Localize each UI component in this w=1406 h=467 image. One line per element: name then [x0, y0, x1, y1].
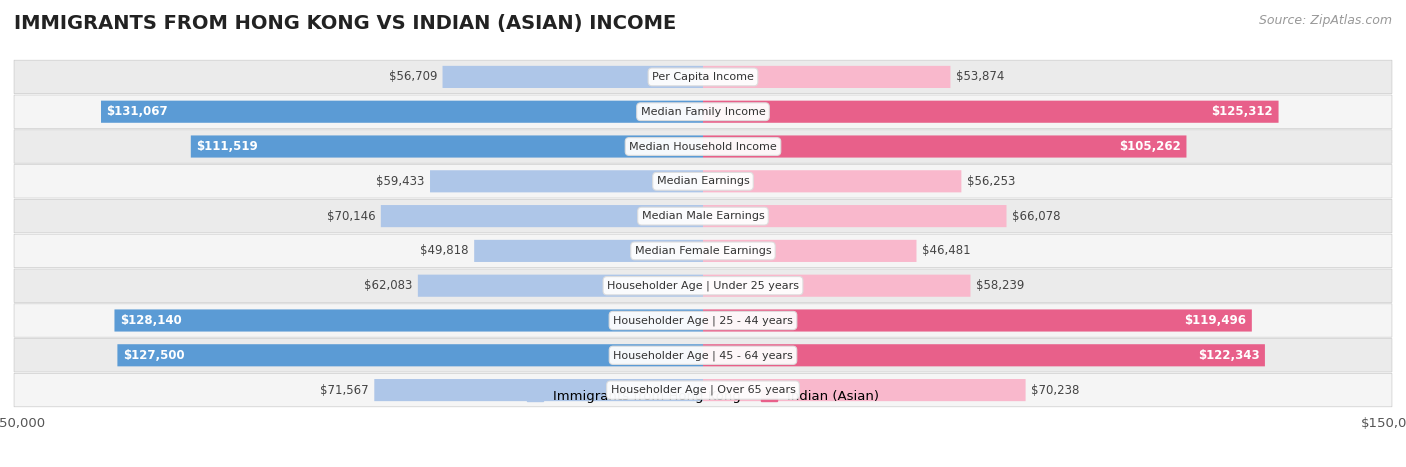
Text: Householder Age | 25 - 44 years: Householder Age | 25 - 44 years: [613, 315, 793, 326]
FancyBboxPatch shape: [703, 344, 1265, 366]
Text: Median Household Income: Median Household Income: [628, 142, 778, 151]
Text: $111,519: $111,519: [197, 140, 259, 153]
FancyBboxPatch shape: [703, 170, 962, 192]
FancyBboxPatch shape: [443, 66, 703, 88]
FancyBboxPatch shape: [374, 379, 703, 401]
FancyBboxPatch shape: [703, 310, 1251, 332]
FancyBboxPatch shape: [14, 234, 1392, 268]
FancyBboxPatch shape: [703, 135, 1187, 157]
FancyBboxPatch shape: [14, 95, 1392, 128]
Text: IMMIGRANTS FROM HONG KONG VS INDIAN (ASIAN) INCOME: IMMIGRANTS FROM HONG KONG VS INDIAN (ASI…: [14, 14, 676, 33]
FancyBboxPatch shape: [14, 60, 1392, 93]
FancyBboxPatch shape: [14, 130, 1392, 163]
Text: $122,343: $122,343: [1198, 349, 1260, 362]
Legend: Immigrants from Hong Kong, Indian (Asian): Immigrants from Hong Kong, Indian (Asian…: [522, 384, 884, 408]
FancyBboxPatch shape: [14, 199, 1392, 233]
Text: Per Capita Income: Per Capita Income: [652, 72, 754, 82]
Text: $125,312: $125,312: [1212, 105, 1272, 118]
FancyBboxPatch shape: [430, 170, 703, 192]
FancyBboxPatch shape: [703, 66, 950, 88]
Text: Householder Age | 45 - 64 years: Householder Age | 45 - 64 years: [613, 350, 793, 361]
FancyBboxPatch shape: [418, 275, 703, 297]
Text: Median Earnings: Median Earnings: [657, 177, 749, 186]
Text: $59,433: $59,433: [377, 175, 425, 188]
FancyBboxPatch shape: [703, 275, 970, 297]
Text: $131,067: $131,067: [107, 105, 169, 118]
FancyBboxPatch shape: [474, 240, 703, 262]
Text: Householder Age | Over 65 years: Householder Age | Over 65 years: [610, 385, 796, 396]
FancyBboxPatch shape: [381, 205, 703, 227]
FancyBboxPatch shape: [14, 339, 1392, 372]
FancyBboxPatch shape: [191, 135, 703, 157]
Text: $62,083: $62,083: [364, 279, 412, 292]
Text: $105,262: $105,262: [1119, 140, 1181, 153]
Text: $127,500: $127,500: [122, 349, 184, 362]
FancyBboxPatch shape: [14, 374, 1392, 407]
Text: Median Female Earnings: Median Female Earnings: [634, 246, 772, 256]
Text: $56,709: $56,709: [388, 71, 437, 84]
FancyBboxPatch shape: [703, 205, 1007, 227]
Text: $71,567: $71,567: [321, 383, 368, 396]
Text: $70,238: $70,238: [1031, 383, 1080, 396]
Text: $46,481: $46,481: [922, 244, 970, 257]
FancyBboxPatch shape: [101, 101, 703, 123]
FancyBboxPatch shape: [114, 310, 703, 332]
Text: $119,496: $119,496: [1184, 314, 1246, 327]
Text: $56,253: $56,253: [967, 175, 1015, 188]
FancyBboxPatch shape: [703, 379, 1025, 401]
FancyBboxPatch shape: [703, 101, 1278, 123]
Text: $70,146: $70,146: [326, 210, 375, 223]
FancyBboxPatch shape: [117, 344, 703, 366]
Text: $53,874: $53,874: [956, 71, 1004, 84]
Text: Source: ZipAtlas.com: Source: ZipAtlas.com: [1258, 14, 1392, 27]
Text: Median Male Earnings: Median Male Earnings: [641, 211, 765, 221]
FancyBboxPatch shape: [14, 164, 1392, 198]
Text: $49,818: $49,818: [420, 244, 468, 257]
Text: Householder Age | Under 25 years: Householder Age | Under 25 years: [607, 281, 799, 291]
Text: Median Family Income: Median Family Income: [641, 107, 765, 117]
Text: $58,239: $58,239: [976, 279, 1025, 292]
Text: $128,140: $128,140: [120, 314, 181, 327]
Text: $66,078: $66,078: [1012, 210, 1060, 223]
FancyBboxPatch shape: [14, 304, 1392, 337]
FancyBboxPatch shape: [14, 269, 1392, 303]
FancyBboxPatch shape: [703, 240, 917, 262]
